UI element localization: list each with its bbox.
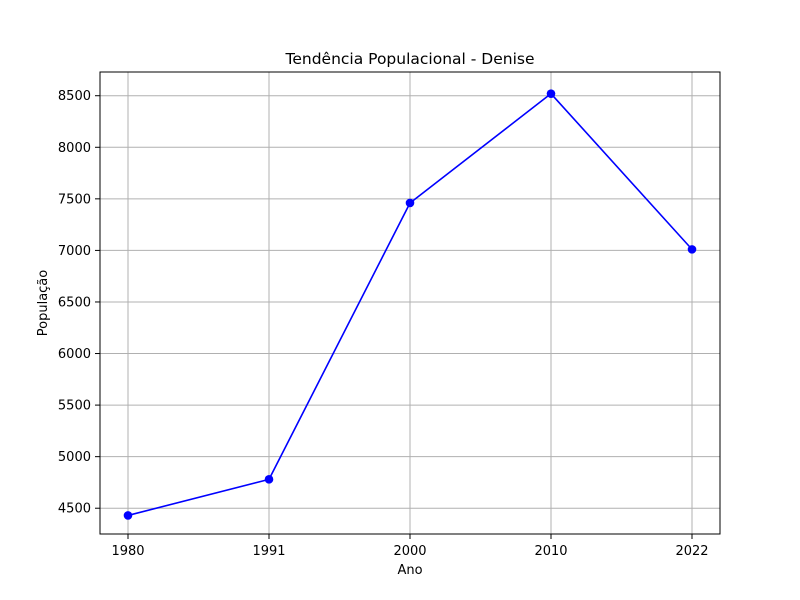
x-tick-label: 1980 [111, 544, 144, 559]
y-tick-label: 4500 [58, 502, 91, 517]
data-point [264, 475, 274, 484]
axis-ticks: 1980 1991 2000 2010 2022 4500 5000 5500 6000 6500… [58, 89, 709, 559]
grid-lines [100, 72, 720, 534]
series-layer [123, 89, 697, 520]
data-point [546, 89, 556, 98]
y-tick-label: 5000 [58, 450, 91, 465]
x-tick-label: 2010 [534, 544, 567, 559]
data-point [687, 245, 697, 254]
x-tick-label: 2022 [675, 544, 708, 559]
y-tick-label: 5500 [58, 399, 91, 414]
chart-title: Tendência Populacional - Denise [285, 50, 535, 68]
y-tick-label: 6000 [58, 347, 91, 362]
x-tick-label: 2000 [393, 544, 426, 559]
y-tick-label: 6500 [58, 295, 91, 310]
data-point [405, 198, 415, 208]
x-axis-label: Ano [397, 563, 422, 578]
y-tick-label: 7000 [58, 244, 91, 259]
x-tick-label: 1991 [252, 544, 285, 559]
data-point [123, 511, 133, 520]
y-tick-label: 8000 [58, 141, 91, 156]
y-tick-label: 8500 [58, 89, 91, 104]
y-axis-label: População [36, 270, 51, 337]
y-tick-label: 7500 [58, 192, 91, 207]
